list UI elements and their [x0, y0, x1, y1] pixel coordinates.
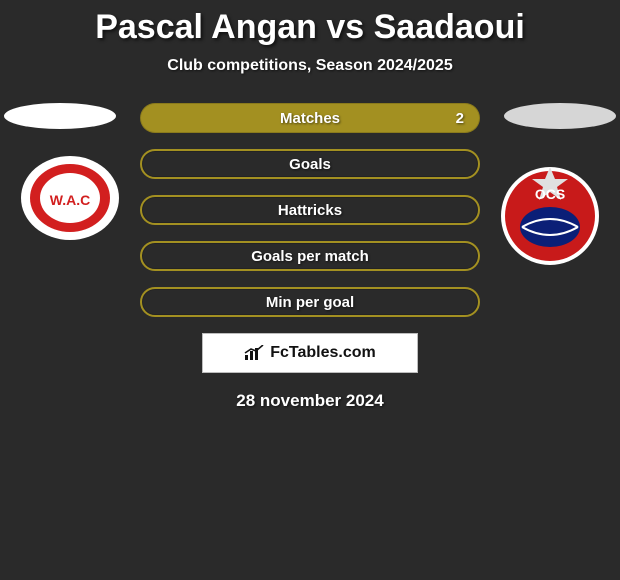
comparison-stage: W.A.C OCS Matches 2 Goals Hattricks: [0, 103, 620, 411]
player-ellipse-right: [504, 103, 616, 129]
stat-label: Goals per match: [251, 248, 369, 265]
stat-label: Goals: [289, 156, 331, 173]
stat-row-goals-per-match: Goals per match: [140, 241, 480, 271]
page-title: Pascal Angan vs Saadaoui: [0, 0, 620, 47]
stat-row-hattricks: Hattricks: [140, 195, 480, 225]
stat-rows: Matches 2 Goals Hattricks Goals per matc…: [140, 103, 480, 317]
svg-text:OCS: OCS: [535, 186, 565, 202]
stat-row-goals: Goals: [140, 149, 480, 179]
club-badge-left: W.A.C: [20, 155, 120, 241]
brand-box: FcTables.com: [202, 333, 418, 373]
stat-row-matches: Matches 2: [140, 103, 480, 133]
club-badge-right: OCS: [500, 161, 600, 271]
subtitle: Club competitions, Season 2024/2025: [0, 57, 620, 75]
date-text: 28 november 2024: [0, 391, 620, 411]
chart-icon: [244, 345, 264, 361]
svg-text:W.A.C: W.A.C: [50, 192, 90, 208]
stat-row-min-per-goal: Min per goal: [140, 287, 480, 317]
stat-label: Matches: [280, 110, 340, 127]
stat-label: Hattricks: [278, 202, 342, 219]
brand-text: FcTables.com: [270, 344, 376, 362]
stat-label: Min per goal: [266, 294, 354, 311]
player-ellipse-left: [4, 103, 116, 129]
stat-value-right: 2: [456, 110, 464, 127]
